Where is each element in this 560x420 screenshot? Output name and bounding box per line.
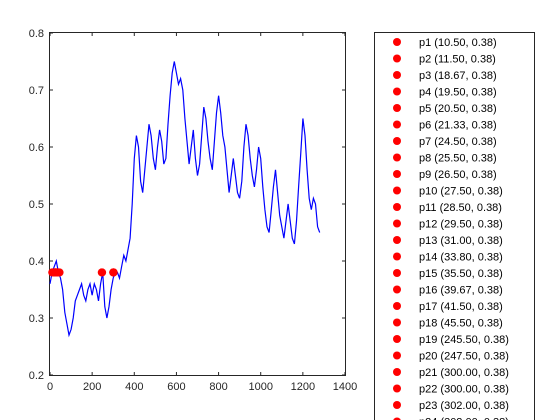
legend-marker (393, 302, 401, 310)
legend-entry: p19 (245.50, 0.38) (419, 334, 509, 346)
legend-marker (393, 137, 401, 145)
legend-marker (393, 71, 401, 79)
x-tick-label: 1400 (333, 381, 357, 393)
legend-marker (393, 285, 401, 294)
legend-entry: p20 (247.50, 0.38) (419, 351, 509, 363)
legend-entry: p3 (18.67, 0.38) (419, 70, 497, 82)
legend-entry: p15 (35.50, 0.38) (419, 268, 503, 280)
legend-entry: p24 (302.00, 0.38) (419, 417, 509, 420)
legend-entry: p7 (24.50, 0.38) (419, 136, 497, 148)
legend-box (374, 32, 535, 420)
y-tick-label: 0.4 (29, 256, 44, 268)
legend-marker (393, 401, 401, 409)
legend-entry: p6 (21.33, 0.38) (419, 120, 497, 132)
legend-entry: p2 (11.50, 0.38) (419, 54, 496, 66)
legend-entry: p16 (39.67, 0.38) (419, 285, 503, 297)
legend-entry: p4 (19.50, 0.38) (419, 87, 497, 99)
legend-marker (393, 186, 401, 195)
legend-entry: p5 (20.50, 0.38) (419, 103, 497, 115)
legend-entry: p9 (26.50, 0.38) (419, 169, 497, 181)
legend-marker (393, 54, 401, 63)
y-axis: 0.2 0.3 0.4 0.5 0.6 0.7 0.8 (29, 28, 345, 382)
x-axis: 0 200 400 600 800 1000 1200 1400 (47, 33, 357, 393)
legend-marker (393, 384, 401, 393)
y-tick-label: 0.5 (29, 199, 44, 211)
legend-entry: p10 (27.50, 0.38) (419, 186, 503, 198)
legend-marker (393, 351, 401, 360)
plot-area-frame (49, 32, 346, 376)
x-tick-label: 0 (47, 381, 53, 393)
point-marker (55, 268, 64, 277)
y-tick-label: 0.6 (29, 142, 44, 154)
legend-entry: p21 (300.00, 0.38) (419, 367, 509, 379)
legend-marker (393, 269, 401, 277)
legend-marker (393, 252, 401, 261)
legend-entry: p11 (28.50, 0.38) (419, 202, 502, 214)
legend-marker (393, 219, 401, 228)
legend-marker (393, 120, 401, 129)
point-marker (109, 268, 118, 277)
legend-entry: p14 (33.80, 0.38) (419, 252, 503, 264)
legend-entry: p12 (29.50, 0.38) (419, 219, 503, 231)
y-tick-label: 0.3 (29, 313, 44, 325)
legend-marker (393, 368, 401, 376)
y-tick-label: 0.2 (29, 370, 44, 382)
legend: p1 (10.50, 0.38) p2 (11.50, 0.38) p3 (18.6… (374, 32, 535, 420)
x-tick-label: 1000 (248, 381, 272, 393)
legend-entry: p13 (31.00, 0.38) (419, 235, 503, 247)
legend-items: p1 (10.50, 0.38) p2 (11.50, 0.38) p3 (18.6… (393, 37, 509, 420)
legend-entry: p1 (10.50, 0.38) (419, 37, 497, 49)
legend-marker (393, 170, 401, 178)
x-tick-label: 1200 (291, 381, 315, 393)
legend-marker (393, 203, 401, 211)
legend-marker (393, 318, 401, 327)
legend-entry: p17 (41.50, 0.38) (419, 301, 503, 313)
data-line (49, 61, 321, 338)
x-tick-label: 400 (125, 381, 143, 393)
x-tick-label: 200 (83, 381, 101, 393)
legend-marker (393, 335, 401, 343)
legend-entry: p18 (45.50, 0.38) (419, 318, 503, 330)
legend-entry: p8 (25.50, 0.38) (419, 153, 497, 165)
legend-entry: p23 (302.00, 0.38) (419, 400, 509, 412)
point-marker (98, 268, 107, 277)
legend-entry: p22 (300.00, 0.38) (419, 384, 509, 396)
legend-marker (393, 153, 401, 162)
x-tick-label: 800 (209, 381, 227, 393)
legend-marker (393, 38, 401, 46)
point-markers (48, 268, 118, 277)
legend-marker (393, 417, 401, 420)
x-tick-label: 600 (167, 381, 185, 393)
y-tick-label: 0.8 (29, 28, 44, 40)
legend-marker (393, 104, 401, 112)
legend-marker (393, 236, 401, 244)
legend-marker (393, 87, 401, 96)
y-tick-label: 0.7 (29, 85, 44, 97)
